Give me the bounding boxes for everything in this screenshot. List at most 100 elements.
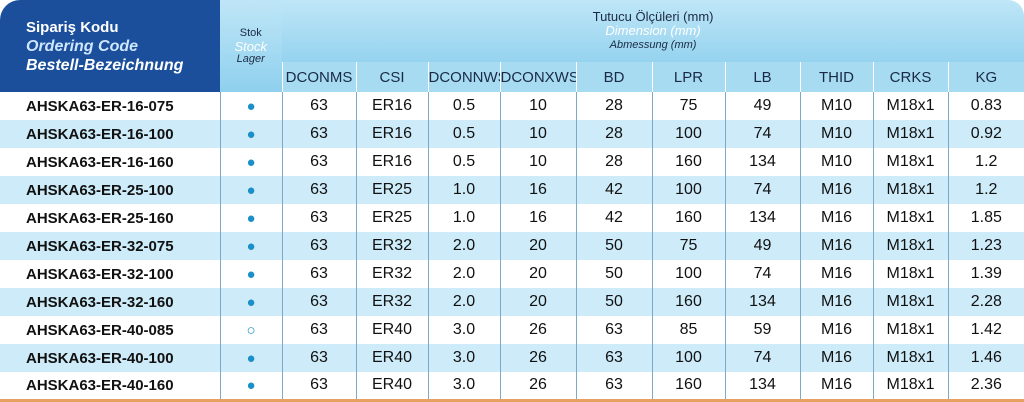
cell: M16 bbox=[799, 344, 873, 372]
cell: ER16 bbox=[355, 148, 428, 176]
cell: M18x1 bbox=[872, 176, 948, 204]
stock-symbol: ● bbox=[219, 260, 282, 288]
cell: 26 bbox=[499, 316, 576, 344]
cell: 100 bbox=[651, 260, 725, 288]
cell: 63 bbox=[281, 288, 356, 316]
cell: M16 bbox=[799, 260, 873, 288]
cell: 160 bbox=[651, 372, 725, 400]
cell: M10 bbox=[799, 148, 873, 176]
cell: M18x1 bbox=[872, 148, 948, 176]
cell: 63 bbox=[281, 92, 356, 120]
cell: 28 bbox=[575, 120, 652, 148]
table-row: AHSKA63-ER-16-075 ● 63 ER16 0.5 10 28 75 49 M10 M1… bbox=[0, 92, 1024, 120]
ordering-code: AHSKA63-ER-16-160 bbox=[26, 153, 174, 171]
cell: 26 bbox=[499, 344, 576, 372]
cell: 134 bbox=[724, 288, 800, 316]
stock-header: Stok Stock Lager bbox=[220, 0, 282, 92]
stock-title-de: Lager bbox=[236, 52, 265, 65]
cell: 26 bbox=[499, 372, 576, 400]
cell: 74 bbox=[724, 120, 800, 148]
column-header: CSI bbox=[355, 62, 428, 92]
code-title: Sipariş Kodu bbox=[26, 18, 119, 36]
cell: M18x1 bbox=[872, 260, 948, 288]
column-header: LB bbox=[724, 62, 800, 92]
stock-symbol: ○ bbox=[219, 316, 282, 344]
table-row: AHSKA63-ER-40-100 ● 63 ER40 3.0 26 63 100 74 M16 M… bbox=[0, 344, 1024, 372]
cell: M16 bbox=[799, 176, 873, 204]
cell: 20 bbox=[499, 288, 576, 316]
stock-symbol: ● bbox=[219, 232, 282, 260]
cell: 63 bbox=[575, 316, 652, 344]
table-row: AHSKA63-ER-40-160 ● 63 ER40 3.0 26 63 160 134 M16… bbox=[0, 372, 1024, 400]
cell: 85 bbox=[651, 316, 725, 344]
column-header: DCONNWS bbox=[427, 62, 500, 92]
cell: 1.39 bbox=[947, 260, 1024, 288]
cell: 134 bbox=[724, 372, 800, 400]
cell: 2.0 bbox=[427, 260, 500, 288]
cell: 1.0 bbox=[427, 204, 500, 232]
cell: M18x1 bbox=[872, 120, 948, 148]
cell: 100 bbox=[651, 344, 725, 372]
ordering-code: AHSKA63-ER-25-160 bbox=[26, 209, 174, 227]
stock-symbol: ● bbox=[219, 148, 282, 176]
cell: M18x1 bbox=[872, 92, 948, 120]
column-header-row: DCONMS CSI DCONNWS DCONXWS BD LPR LB THID CRKS KG bbox=[0, 62, 1024, 92]
cell: 160 bbox=[651, 204, 725, 232]
cell: 63 bbox=[281, 260, 356, 288]
cell: 50 bbox=[575, 232, 652, 260]
cell: ER16 bbox=[355, 92, 428, 120]
cell: 63 bbox=[575, 372, 652, 400]
table-row: AHSKA63-ER-40-085 ○ 63 ER40 3.0 26 63 85 59 M16 M1… bbox=[0, 316, 1024, 344]
table-row: AHSKA63-ER-16-160 ● 63 ER16 0.5 10 28 160 134 M10… bbox=[0, 148, 1024, 176]
cell: ER40 bbox=[355, 372, 428, 400]
stock-title: Stok bbox=[239, 26, 262, 39]
stock-symbol: ● bbox=[219, 204, 282, 232]
cell: 63 bbox=[281, 204, 356, 232]
cell: ER40 bbox=[355, 344, 428, 372]
cell: 75 bbox=[651, 232, 725, 260]
cell: M16 bbox=[799, 232, 873, 260]
cell: 134 bbox=[724, 148, 800, 176]
cell: 3.0 bbox=[427, 316, 500, 344]
table-row: AHSKA63-ER-25-100 ● 63 ER25 1.0 16 42 100 74 M16 M… bbox=[0, 176, 1024, 204]
cell: 0.83 bbox=[947, 92, 1024, 120]
stock-symbol: ● bbox=[219, 92, 282, 120]
ordering-code: AHSKA63-ER-40-160 bbox=[26, 376, 174, 394]
dimension-header: Tutucu Ölçüleri (mm) Dimension (mm) Abme… bbox=[282, 0, 1024, 62]
ordering-code: AHSKA63-ER-16-100 bbox=[26, 125, 174, 143]
cell: 1.0 bbox=[427, 176, 500, 204]
cell: 42 bbox=[575, 176, 652, 204]
cell: 3.0 bbox=[427, 344, 500, 372]
cell: 63 bbox=[281, 148, 356, 176]
table-head: Sipariş Kodu Ordering Code Bestell-Bezei… bbox=[0, 0, 1024, 92]
cell: 50 bbox=[575, 288, 652, 316]
cell: 74 bbox=[724, 344, 800, 372]
cell: M18x1 bbox=[872, 288, 948, 316]
cell: 42 bbox=[575, 204, 652, 232]
cell: 160 bbox=[651, 288, 725, 316]
cell: 20 bbox=[499, 232, 576, 260]
cell: 1.23 bbox=[947, 232, 1024, 260]
column-header: KG bbox=[947, 62, 1024, 92]
cell: M18x1 bbox=[872, 232, 948, 260]
cell: 134 bbox=[724, 204, 800, 232]
cell: 10 bbox=[499, 148, 576, 176]
stock-symbol: ● bbox=[219, 344, 282, 372]
cell: 1.2 bbox=[947, 148, 1024, 176]
cell: 0.5 bbox=[427, 120, 500, 148]
stock-symbol: ● bbox=[219, 288, 282, 316]
cell: 3.0 bbox=[427, 372, 500, 400]
cell: ER32 bbox=[355, 260, 428, 288]
cell: M18x1 bbox=[872, 344, 948, 372]
cell: M10 bbox=[799, 92, 873, 120]
column-header: THID bbox=[799, 62, 873, 92]
cell: 100 bbox=[651, 176, 725, 204]
stock-symbol: ● bbox=[219, 120, 282, 148]
cell: 74 bbox=[724, 260, 800, 288]
cell: 10 bbox=[499, 120, 576, 148]
cell: M16 bbox=[799, 372, 873, 400]
cell: 74 bbox=[724, 176, 800, 204]
cell: 59 bbox=[724, 316, 800, 344]
cell: 63 bbox=[281, 344, 356, 372]
